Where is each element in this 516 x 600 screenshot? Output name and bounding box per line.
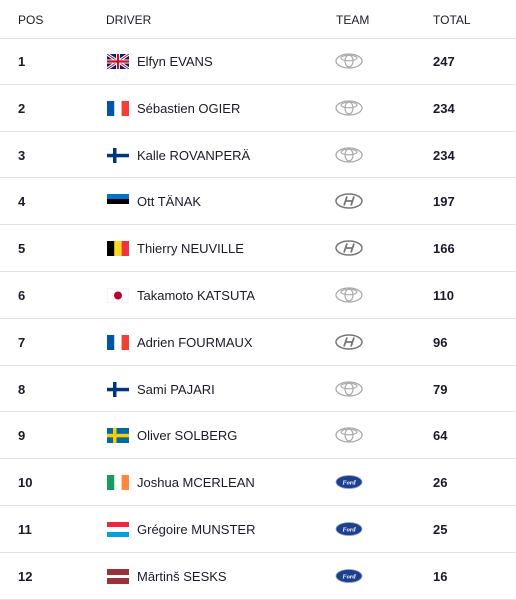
flag [107,241,129,257]
team-logo [335,427,363,444]
table-row: 10 Joshua MCERLEAN 26 Ford [0,459,516,506]
flag [107,568,129,584]
total-points: 26 [433,475,448,491]
position: 12 [18,568,33,584]
team-logo [335,193,363,210]
position: 10 [18,475,33,491]
total-points: 64 [433,428,448,444]
table-row: 8 Sami PAJARI 79 [0,366,516,413]
team-logo: Ford [335,522,363,536]
driver-name: Adrien FOURMAUX [137,334,253,350]
table-row: 5 Thierry NEUVILLE 166 [0,225,516,272]
driver-name: Kalle ROVANPERÄ [137,147,251,163]
flag [107,522,129,537]
position: 11 [18,522,32,537]
flag [107,100,129,116]
col-header: TEAM [336,13,370,27]
svg-text:Ford: Ford [342,526,356,533]
table-row: 1 Elfyn EVANS 247 [0,38,516,85]
table-row: 11 Grégoire MUNSTER 25 Ford [0,506,516,553]
team-logo [335,240,363,256]
total-points: 197 [433,194,455,210]
total-points: 25 [433,522,448,537]
total-points: 110 [433,288,454,303]
flag [107,288,129,303]
table-row: 7 Adrien FOURMAUX 96 [0,319,516,366]
table-row: 4 Ott TÄNAK 197 [0,178,516,226]
total-points: 166 [433,241,455,257]
team-logo [335,53,363,69]
position: 7 [18,334,26,350]
table-header: POS DRIVER TEAM TOTAL [0,0,516,39]
team-logo: Ford [335,568,363,583]
flag [107,54,129,69]
table-row: 6 Takamoto KATSUTA 110 [0,272,516,319]
position: 3 [18,147,26,163]
total-points: 247 [433,54,455,69]
driver-name: Thierry NEUVILLE [137,241,244,257]
position: 8 [18,381,26,397]
driver-name: Oliver SOLBERG [137,428,238,444]
flag [107,194,129,210]
driver-name: Ott TÄNAK [137,194,202,210]
table-row: 9 Oliver SOLBERG 64 [0,412,516,460]
col-header: DRIVER [106,13,152,27]
driver-name: Sébastien OGIER [137,100,241,116]
svg-text:Ford: Ford [342,573,356,580]
position: 6 [18,288,26,303]
total-points: 234 [433,100,455,116]
col-header: POS [18,13,44,27]
position: 1 [18,54,26,69]
table-row: 12 Mārtinš SESKS 16 Ford [0,553,516,600]
driver-name: Sami PAJARI [137,381,215,397]
driver-name: Grégoire MUNSTER [137,522,256,537]
total-points: 79 [433,381,448,397]
team-logo [335,146,363,163]
team-logo [335,287,363,303]
driver-name: Mārtinš SESKS [137,568,227,584]
team-logo [335,100,363,116]
position: 2 [18,100,26,116]
driver-name: Takamoto KATSUTA [137,288,255,303]
flag [107,381,129,397]
flag [107,428,129,444]
flag [107,475,129,491]
table-row: 3 Kalle ROVANPERÄ 234 [0,132,516,179]
col-header: TOTAL [433,13,471,27]
flag [107,147,129,163]
svg-text:Ford: Ford [342,479,356,486]
position: 4 [18,194,26,210]
total-points: 234 [433,147,455,163]
team-logo [335,380,363,397]
team-logo: Ford [335,475,363,490]
team-logo [335,334,363,350]
total-points: 96 [433,334,448,350]
driver-name: Elfyn EVANS [137,54,213,69]
total-points: 16 [433,568,448,584]
driver-name: Joshua MCERLEAN [137,475,255,491]
table-row: 2 Sébastien OGIER 234 [0,85,516,132]
flag [107,334,129,350]
position: 5 [18,241,26,257]
position: 9 [18,428,26,444]
